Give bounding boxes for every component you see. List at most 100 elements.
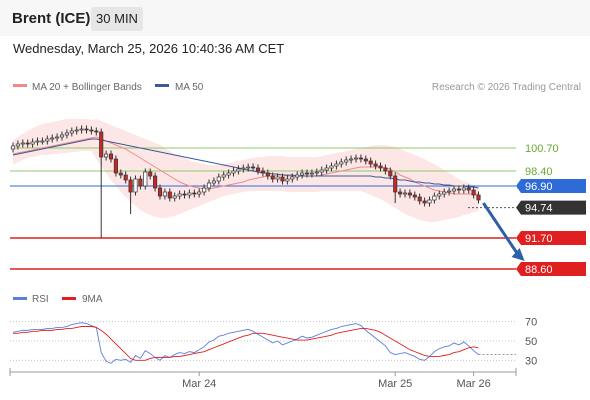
price-level-label: 91.70	[525, 233, 553, 245]
candle-body	[202, 187, 207, 193]
rsi-line	[12, 322, 479, 364]
candle-body	[456, 188, 461, 191]
candle-body	[45, 138, 50, 142]
price-level-tag	[516, 231, 586, 245]
candle-body	[133, 178, 138, 193]
candle-body	[402, 192, 408, 195]
price-level-label: 94.74	[525, 203, 553, 215]
price-level-label: 98.40	[525, 166, 553, 178]
candle-body	[113, 158, 118, 174]
candle-body	[157, 187, 163, 197]
candle-body	[123, 174, 128, 181]
candle-body	[295, 174, 300, 178]
candle-body	[319, 169, 324, 173]
candle-body	[108, 153, 114, 160]
candle-body	[344, 159, 349, 163]
candle-body	[339, 161, 344, 165]
price-level-label: 88.60	[525, 264, 553, 276]
candle-body	[393, 175, 398, 193]
candle-body	[30, 141, 35, 145]
price-level-tag	[516, 200, 586, 215]
timeframe-badge[interactable]: 30 MIN	[91, 7, 143, 31]
rsi-tick-label: 70	[525, 317, 537, 329]
candle-body	[64, 132, 69, 136]
rsi-legend-swatch	[13, 297, 27, 300]
candle-body	[437, 193, 442, 197]
candle-body	[476, 194, 481, 201]
candle-body	[300, 172, 305, 176]
candle-body	[20, 142, 25, 145]
candle-body	[260, 170, 265, 174]
rsi-tick-label: 50	[525, 336, 537, 348]
candle-body	[275, 176, 280, 180]
candle-body	[192, 192, 197, 195]
candle-body	[167, 191, 172, 199]
candle-body	[412, 194, 417, 198]
candle-body	[226, 172, 231, 176]
candle-body	[422, 200, 427, 204]
candle-body	[442, 191, 447, 195]
candle-body	[358, 157, 363, 160]
candle-body	[246, 166, 251, 169]
candle-body	[35, 140, 40, 143]
candle-body	[187, 192, 192, 196]
candle-body	[334, 163, 339, 167]
candle-body	[427, 199, 432, 204]
candle-body	[353, 157, 359, 160]
ma9-legend-label: 9MA	[82, 294, 103, 305]
price-level-label: 100.70	[525, 143, 559, 155]
time-axis: Mar 24 Mar 25 Mar 26	[9, 368, 517, 390]
candle-body	[216, 176, 221, 182]
candle-body	[84, 128, 89, 131]
candle-body	[363, 158, 368, 162]
candle-body	[25, 142, 30, 145]
candle-body	[172, 195, 177, 199]
candle-body	[447, 190, 452, 193]
candle-body	[255, 167, 261, 172]
candle-body	[40, 140, 45, 143]
candle-body	[290, 176, 295, 180]
price-level-label: 96.90	[525, 181, 553, 193]
time-axis-label: Mar 26	[456, 378, 490, 390]
candle-body	[265, 172, 270, 177]
candle-body	[153, 175, 158, 189]
candle-body	[197, 191, 202, 195]
candle-body	[304, 172, 310, 175]
candle-body	[79, 128, 84, 131]
candle-body	[148, 171, 153, 177]
candle-body	[285, 178, 290, 182]
candle-body	[417, 196, 422, 202]
candle-body	[432, 195, 437, 201]
candle-body	[99, 131, 104, 158]
candle-body	[15, 143, 20, 147]
candle-body	[251, 166, 256, 169]
candle-body	[280, 176, 285, 182]
candle-body	[89, 129, 94, 132]
research-credit: Research © 2026 Trading Central	[432, 82, 581, 93]
candle-body	[221, 174, 226, 178]
rsi-ma-line	[13, 326, 479, 361]
candle-body	[407, 192, 412, 196]
ma20-line	[12, 136, 479, 195]
candle-body	[182, 193, 187, 196]
candle-body	[451, 188, 457, 192]
ma50-legend-label: MA 50	[175, 82, 204, 93]
candle-body	[231, 170, 236, 174]
main-plot: 100.70 98.40 96.90 94.74 91.70 88.60	[10, 119, 586, 276]
candle-body	[69, 130, 74, 134]
candle-body	[143, 171, 148, 187]
candle-body	[211, 180, 216, 184]
candle-body	[241, 167, 246, 170]
candle-body	[104, 153, 109, 158]
candle-body	[118, 172, 123, 176]
price-level-tag	[516, 179, 586, 193]
candle-body	[324, 167, 329, 171]
rsi-legend-label: RSI	[32, 294, 49, 305]
ma20-legend-swatch	[13, 84, 27, 87]
rsi-tick-label: 30	[525, 355, 537, 367]
candle-body	[388, 170, 393, 177]
candle-body	[471, 189, 476, 196]
price-level-tag	[516, 262, 586, 276]
candle-body	[461, 187, 466, 191]
candle-body	[383, 167, 388, 172]
